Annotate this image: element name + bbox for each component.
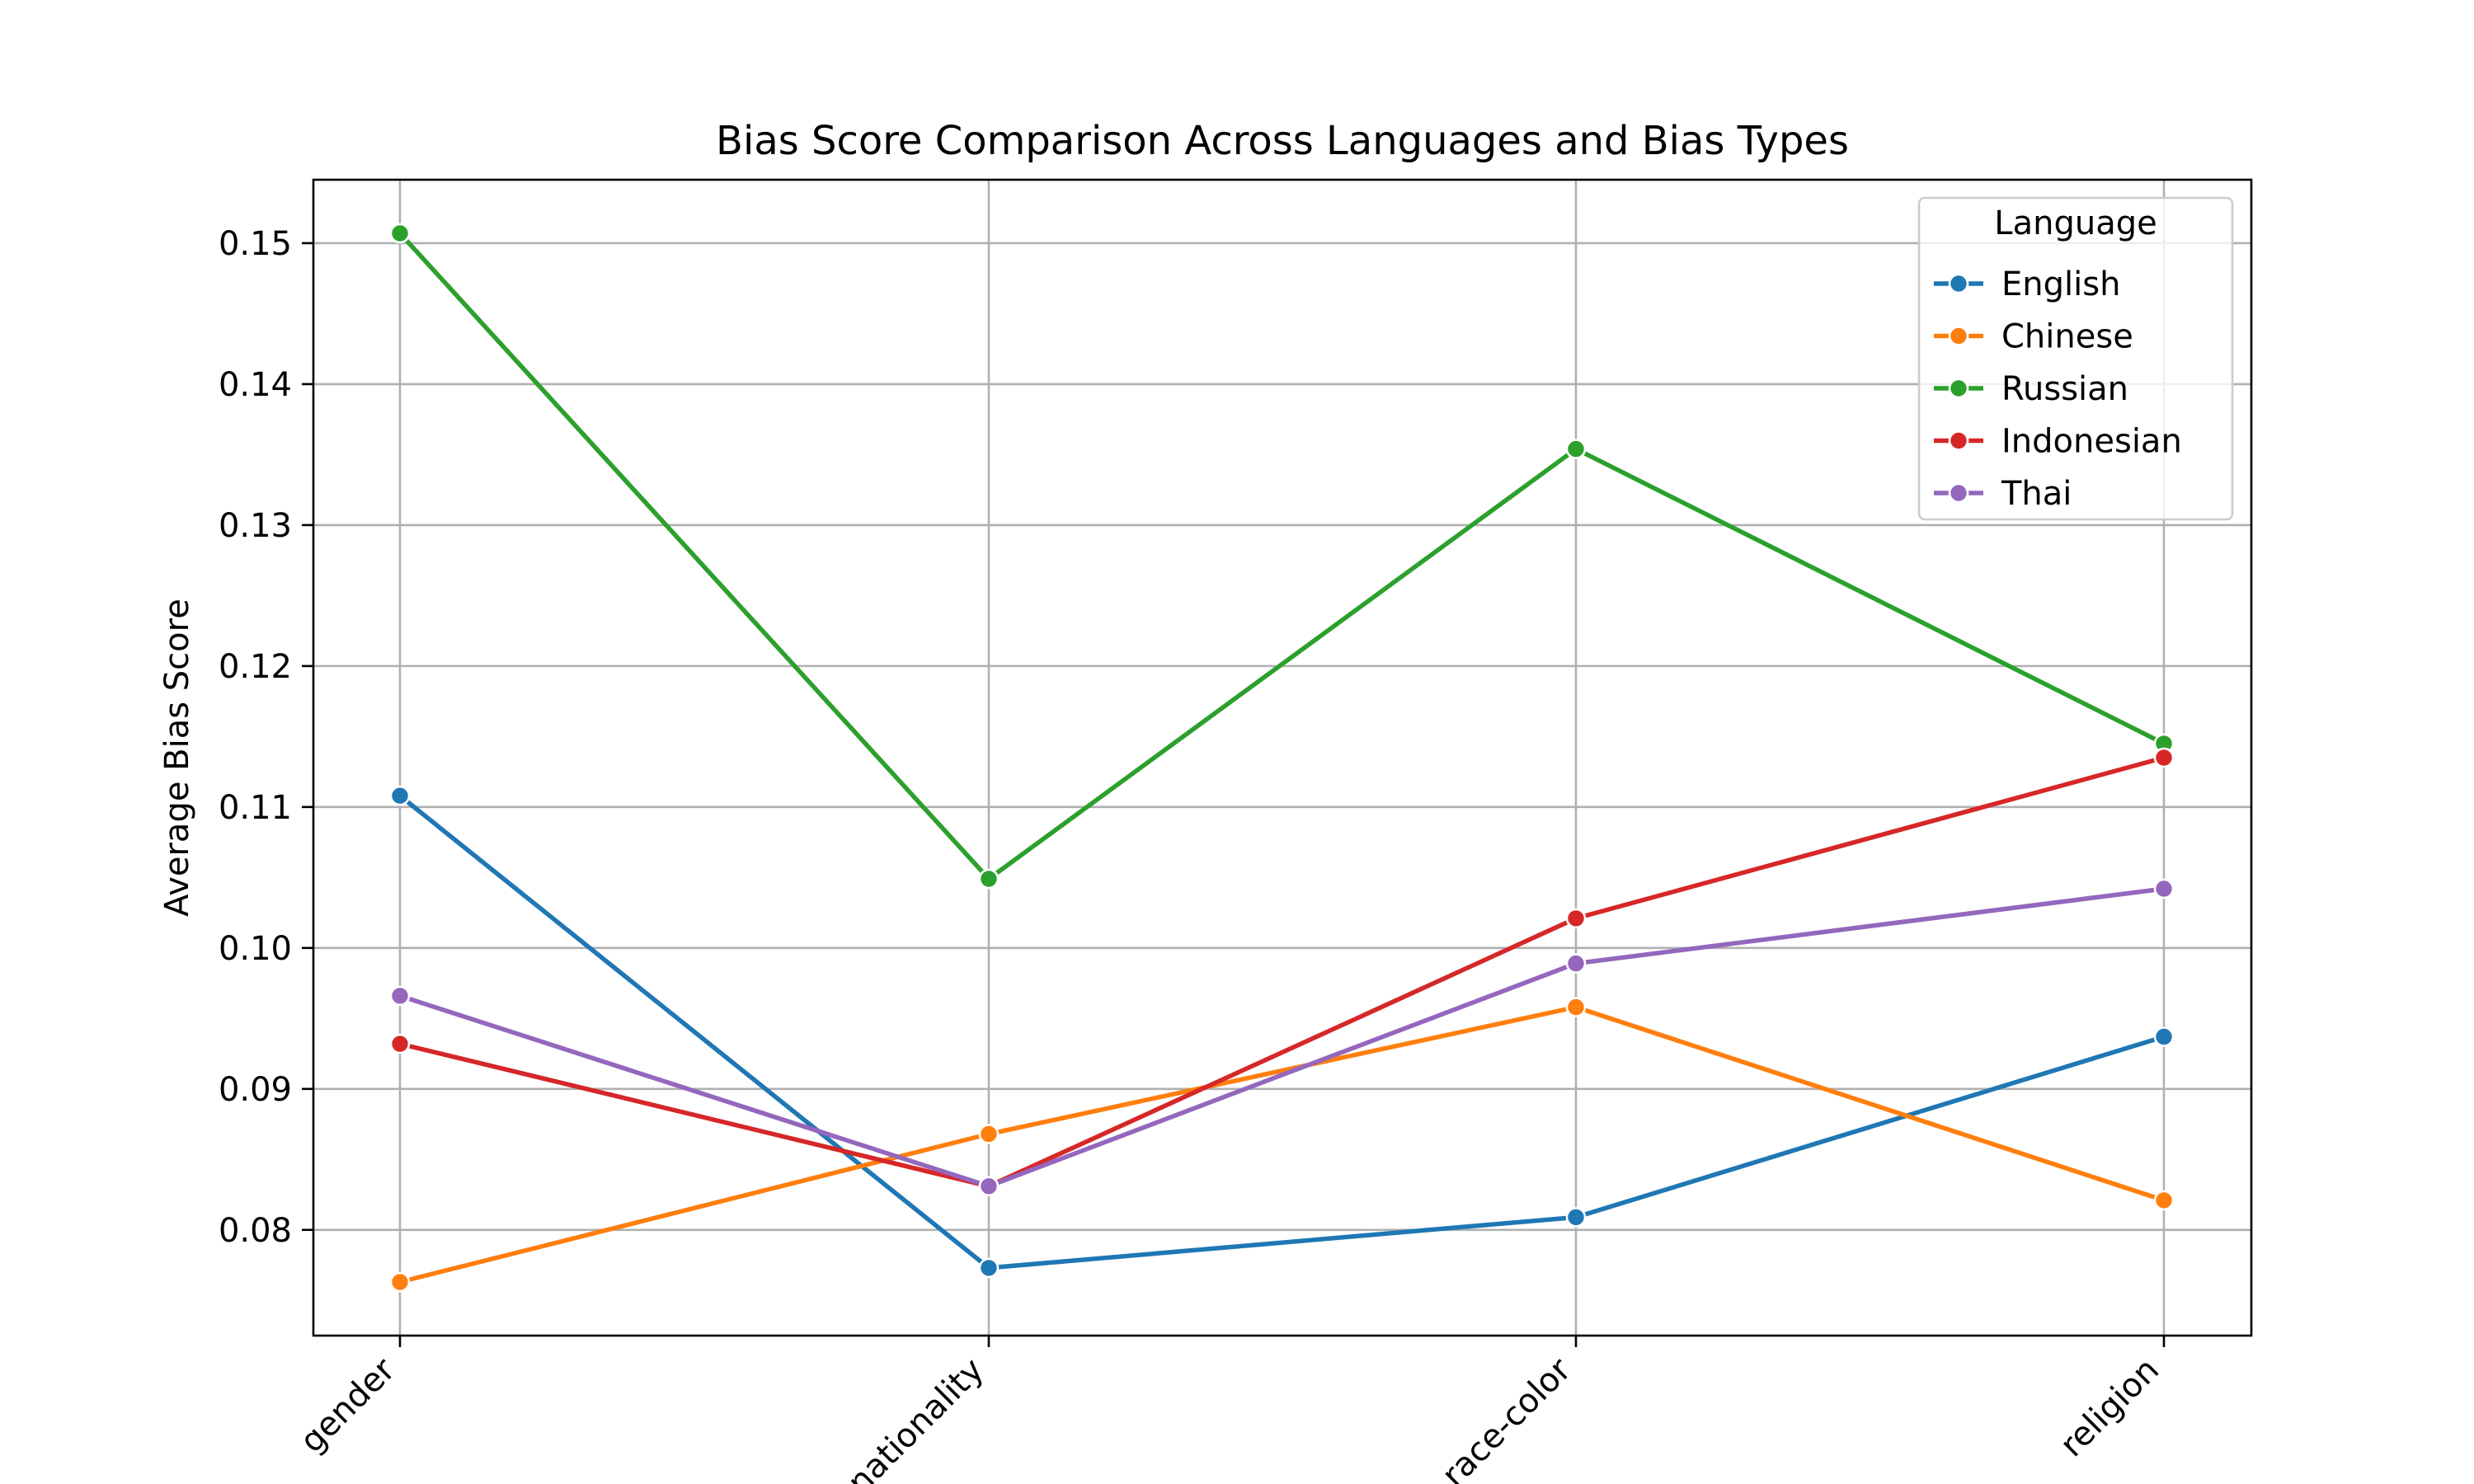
legend-label-russian: Russian bbox=[2001, 370, 2128, 408]
y-tick-label: 0.10 bbox=[219, 930, 292, 968]
legend-title: Language bbox=[1994, 204, 2157, 242]
data-point-indonesian-race-color bbox=[1565, 908, 1587, 929]
data-point-chinese-religion bbox=[2153, 1190, 2175, 1211]
data-point-indonesian-gender bbox=[389, 1033, 411, 1054]
data-point-russian-nationality bbox=[978, 868, 999, 890]
plot-frame bbox=[312, 178, 2253, 1337]
series-line-thai bbox=[397, 886, 2166, 1189]
y-tick-label: 0.15 bbox=[219, 225, 292, 263]
y-tick-label: 0.12 bbox=[219, 648, 292, 686]
x-tick-label: race-color bbox=[1435, 1350, 1579, 1484]
legend-label-thai: Thai bbox=[2001, 475, 2072, 513]
y-axis-label: Average Bias Score bbox=[158, 599, 196, 917]
series-line-indonesian bbox=[397, 755, 2166, 1189]
chart-title: Bias Score Comparison Across Languages a… bbox=[716, 118, 1849, 164]
series-line-russian bbox=[397, 231, 2166, 881]
legend-label-chinese: Chinese bbox=[2001, 318, 2133, 356]
data-point-thai-nationality bbox=[978, 1176, 999, 1197]
axis-ticks: gender nationality race-color religion 0.08 0… bbox=[219, 225, 2166, 1484]
series-layer bbox=[389, 223, 2175, 1293]
data-point-russian-race-color bbox=[1565, 439, 1587, 459]
x-tick-label: gender bbox=[293, 1350, 402, 1460]
data-point-chinese-gender bbox=[389, 1271, 411, 1293]
legend-marker-english bbox=[1948, 273, 1969, 294]
legend-marker-thai bbox=[1948, 482, 1969, 504]
y-tick-label: 0.09 bbox=[219, 1071, 292, 1109]
y-tick-label: 0.08 bbox=[219, 1212, 292, 1250]
data-point-thai-gender bbox=[389, 985, 411, 1007]
data-point-english-gender bbox=[389, 785, 411, 806]
x-tick-label: nationality bbox=[840, 1351, 991, 1484]
data-point-chinese-nationality bbox=[978, 1124, 999, 1144]
series-line-english bbox=[397, 793, 2166, 1270]
y-tick-label: 0.14 bbox=[219, 366, 292, 404]
data-point-english-race-color bbox=[1565, 1207, 1587, 1228]
legend-marker-indonesian bbox=[1948, 430, 1969, 451]
data-point-thai-race-color bbox=[1565, 953, 1587, 974]
legend-label-indonesian: Indonesian bbox=[2001, 423, 2182, 461]
data-point-russian-gender bbox=[389, 223, 411, 244]
legend-marker-chinese bbox=[1948, 326, 1969, 346]
legend: Language English Chinese Russian Indonesian T… bbox=[1917, 196, 2234, 521]
data-point-chinese-race-color bbox=[1565, 997, 1587, 1017]
y-tick-label: 0.13 bbox=[219, 507, 292, 545]
series-line-chinese bbox=[397, 1004, 2166, 1284]
data-point-english-nationality bbox=[978, 1257, 999, 1279]
legend-box bbox=[1917, 196, 2234, 521]
legend-marker-russian bbox=[1948, 378, 1969, 399]
data-point-thai-religion bbox=[2153, 878, 2175, 899]
data-point-indonesian-religion bbox=[2153, 747, 2175, 768]
data-point-english-religion bbox=[2153, 1026, 2175, 1047]
legend-label-english: English bbox=[2001, 265, 2120, 303]
x-tick-label: religion bbox=[2053, 1351, 2166, 1465]
y-tick-label: 0.11 bbox=[219, 789, 292, 827]
